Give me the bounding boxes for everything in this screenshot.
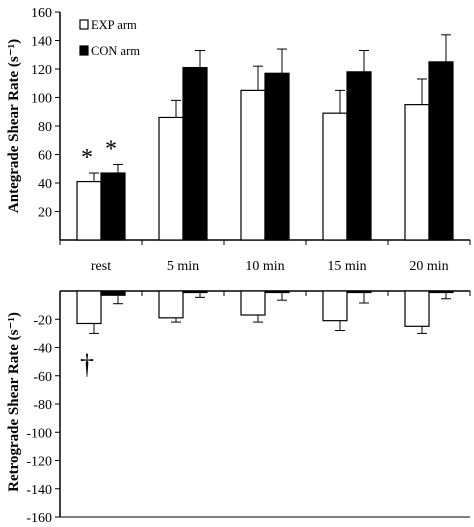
category-label-10-min: 10 min <box>245 259 284 274</box>
retrograde-bar-con-arm-10-min <box>264 290 290 294</box>
retrograde-panel: Retrograde Shear Rate (s⁻¹) -20 -40 -60 -80… <box>6 290 471 526</box>
legend-label-exp-arm: EXP arm <box>91 18 137 32</box>
retrograde-bar-con-arm-20-min <box>428 290 454 294</box>
retrograde-y-tick-label: -60 <box>33 370 52 385</box>
category-label-20-min: 20 min <box>409 259 448 274</box>
retrograde-bar-con-arm-rest <box>100 290 126 296</box>
retrograde-y-axis-label: Retrograde Shear Rate (s⁻¹) <box>6 312 22 492</box>
category-axis-labels: rest 5 min 10 min 15 min 20 min <box>91 259 449 274</box>
category-label-5-min: 5 min <box>167 259 199 274</box>
antegrade-bar-con-arm-15-min <box>346 71 372 241</box>
antegrade-y-tick-label: 100 <box>31 92 52 107</box>
antegrade-y-tick-label: 20 <box>38 206 52 221</box>
antegrade-bar-con-arm-rest <box>100 172 126 241</box>
antegrade-annotation-asterisk: * <box>105 136 117 162</box>
retrograde-y-tick-label: -100 <box>26 426 52 441</box>
retrograde-y-tick-label: -80 <box>33 398 52 413</box>
legend: EXP arm CON arm <box>79 18 140 58</box>
category-label-rest: rest <box>91 259 111 274</box>
legend-swatch-con-arm <box>79 45 89 56</box>
retrograde-bar-exp-arm-20-min <box>404 290 430 327</box>
legend-label-con-arm: CON arm <box>91 44 140 58</box>
antegrade-bar-exp-arm-rest <box>76 180 102 241</box>
retrograde-y-tick-label: -160 <box>26 511 52 526</box>
retrograde-y-tick-label: -120 <box>26 455 52 470</box>
retrograde-bar-exp-arm-rest <box>76 290 102 325</box>
antegrade-bar-exp-arm-5-min <box>158 116 184 241</box>
retrograde-y-tick-label: -40 <box>33 342 52 357</box>
retrograde-bar-con-arm-5-min <box>182 290 208 294</box>
category-label-15-min: 15 min <box>327 259 366 274</box>
antegrade-y-tick-label: 120 <box>31 63 52 78</box>
antegrade-bar-exp-arm-20-min <box>404 104 430 241</box>
retrograde-y-tick-label: -20 <box>33 313 52 328</box>
legend-swatch-exp-arm <box>79 19 89 30</box>
retrograde-annotation-dagger: † <box>80 349 94 380</box>
retrograde-bar-exp-arm-15-min <box>322 290 348 322</box>
retrograde-y-tick-label: -140 <box>26 483 52 498</box>
antegrade-bar-con-arm-20-min <box>428 61 454 241</box>
antegrade-y-axis-label: Antegrade Shear Rate (s⁻¹) <box>6 39 22 213</box>
antegrade-y-tick-label: 160 <box>31 6 52 21</box>
retrograde-bar-exp-arm-5-min <box>158 290 184 319</box>
antegrade-y-tick-label: 40 <box>38 177 52 192</box>
antegrade-annotation-asterisk: * <box>81 145 93 171</box>
antegrade-y-tick-label: 140 <box>31 35 52 50</box>
antegrade-bar-con-arm-5-min <box>182 66 208 241</box>
antegrade-bar-con-arm-10-min <box>264 72 290 241</box>
antegrade-bar-exp-arm-15-min <box>322 112 348 241</box>
antegrade-y-tick-label: 60 <box>38 149 52 164</box>
retrograde-bar-con-arm-15-min <box>346 290 372 294</box>
antegrade-y-tick-label: 80 <box>38 120 52 135</box>
antegrade-bar-exp-arm-10-min <box>240 89 266 241</box>
retrograde-bar-exp-arm-10-min <box>240 290 266 316</box>
antegrade-panel: Antegrade Shear Rate (s⁻¹) 20 40 60 80 100 12… <box>6 6 471 245</box>
